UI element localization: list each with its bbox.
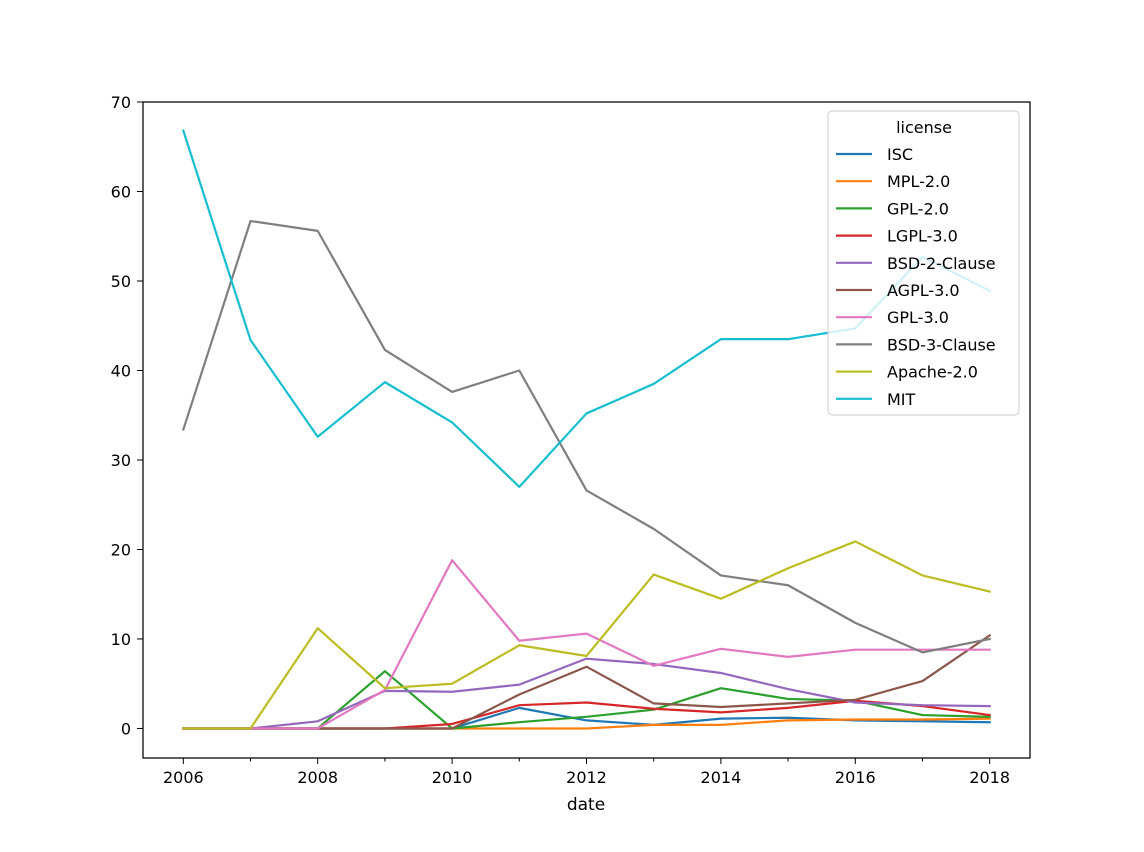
series-line-apache-2-0 [182,540,992,730]
y-tick-label: 60 [111,182,131,201]
y-axis: 0 10 20 30 40 50 60 70 [111,93,143,738]
legend-label-lgpl-3-0: LGPL-3.0 [887,227,958,246]
series-line-bsd-2-clause [182,657,991,730]
legend-label-gpl-2-0: GPL-2.0 [887,199,949,218]
legend-label-gpl-3-0: GPL-3.0 [887,308,949,327]
y-tick-label: 10 [111,630,131,649]
y-tick-label: 50 [111,272,131,291]
legend-title: license [896,118,952,137]
series-line-bsd-3-clause [181,219,991,654]
legend-label-mpl-2-0: MPL-2.0 [887,172,950,191]
series-line-gpl-3-0 [182,559,991,730]
legend: license ISC MPL-2.0 GPL-2.0 LGPL-3.0 BSD-2-C… [827,110,1020,416]
x-tick-label: 2008 [297,768,338,787]
x-tick-label: 2010 [432,768,473,787]
x-axis: 2006 2008 2010 2012 2014 2016 2018 [163,758,1010,787]
legend-label-bsd-2-clause: BSD-2-Clause [887,254,996,273]
x-tick-label: 2014 [701,768,742,787]
legend-label-isc: ISC [887,145,913,164]
x-tick-label: 2006 [163,768,204,787]
legend-items: ISC MPL-2.0 GPL-2.0 LGPL-3.0 BSD-2-Clause AGP… [836,145,996,409]
legend-label-apache-2-0: Apache-2.0 [887,363,978,382]
legend-label-mit: MIT [887,390,916,409]
legend-box [827,110,1020,416]
x-tick-label: 2016 [835,768,876,787]
y-tick-label: 30 [111,451,131,470]
y-tick-label: 20 [111,540,131,559]
x-tick-label: 2018 [969,768,1010,787]
x-tick-label: 2012 [566,768,607,787]
x-axis-title: date [567,795,605,815]
y-tick-label: 0 [121,719,131,738]
legend-label-agpl-3-0: AGPL-3.0 [887,281,960,300]
legend-label-bsd-3-clause: BSD-3-Clause [887,335,996,354]
y-tick-label: 70 [111,93,131,112]
y-tick-label: 40 [111,361,131,380]
